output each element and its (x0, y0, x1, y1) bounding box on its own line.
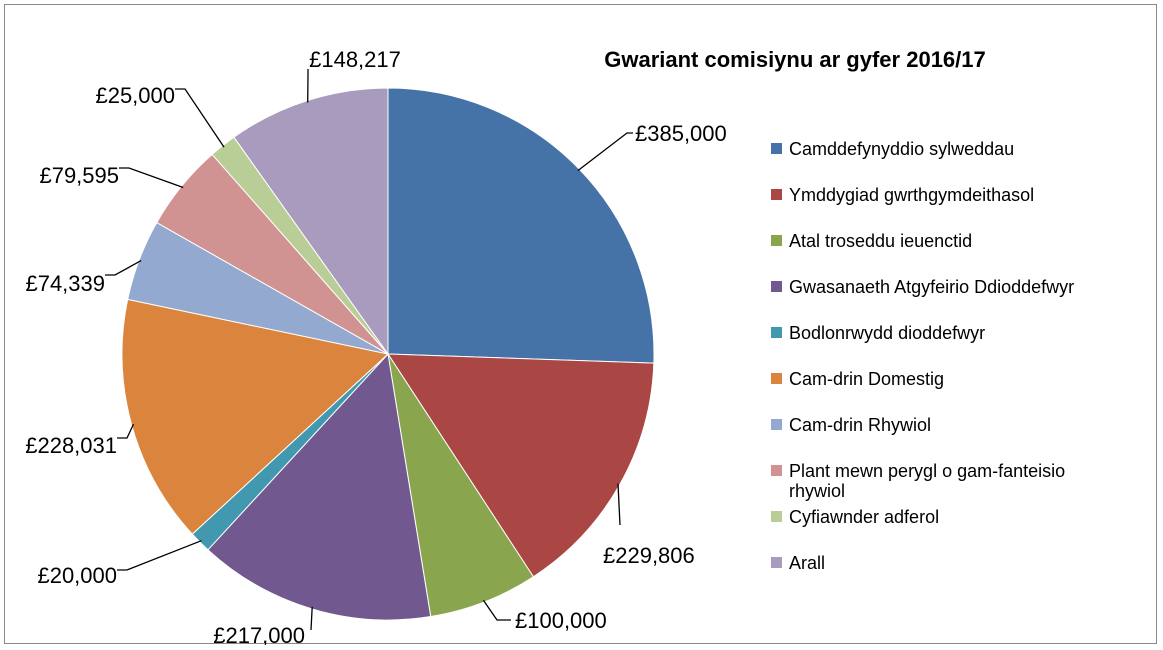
legend-swatch (771, 419, 782, 430)
legend: Camddefynyddio sylweddau Ymddygiad gwrthg… (771, 139, 1074, 573)
label-leaders (105, 69, 633, 631)
legend-label: Cam-drin Domestig (789, 369, 944, 389)
leader-camddefynyddio-sylweddau (577, 132, 633, 172)
legend-swatch (771, 189, 782, 200)
legend-label: Arall (789, 553, 825, 573)
leader-atal-troseddu-ieuenctid (482, 599, 511, 621)
legend-label: Plant mewn perygl o gam-fanteisio (789, 461, 1065, 481)
legend-label: rhywiol (789, 481, 845, 501)
legend-label: Ymddygiad gwrthgymdeithasol (789, 185, 1034, 205)
leader-bodlonrwydd-dioddefwyr (117, 540, 202, 571)
pie-chart: Gwariant comisiynu ar gyfer 2016/17 £385… (25, 47, 1074, 645)
legend-label: Gwasanaeth Atgyfeirio Ddioddefwyr (789, 277, 1074, 297)
legend-item-atal-troseddu-ieuenctid: Atal troseddu ieuenctid (771, 231, 972, 251)
legend-label: Cyfiawnder adferol (789, 507, 939, 527)
chart-frame: Gwariant comisiynu ar gyfer 2016/17 £385… (4, 4, 1157, 645)
leader-gwasanaeth-atgyfeirio-ddioddefwyr (310, 606, 313, 631)
data-label-cam-drin-domestig: £228,031 (25, 433, 117, 458)
data-label-cyfiawnder-adferol: £25,000 (95, 83, 175, 108)
legend-swatch (771, 235, 782, 246)
leader-cam-drin-domestig (117, 423, 135, 439)
leader-ymddygiad-gwrthgymdeithasol (617, 483, 621, 526)
legend-label: Camddefynyddio sylweddau (789, 139, 1014, 159)
legend-swatch (771, 327, 782, 338)
data-label-plant-mewn-perygl-o-gam-fanteisio-rhywiol: £79,595 (39, 163, 119, 188)
legend-item-camddefynyddio-sylweddau: Camddefynyddio sylweddau (771, 139, 1014, 159)
legend-item-bodlonrwydd-dioddefwyr: Bodlonrwydd dioddefwyr (771, 323, 985, 343)
legend-swatch (771, 373, 782, 384)
legend-item-cam-drin-domestig: Cam-drin Domestig (771, 369, 944, 389)
slice-ymddygiad-gwrthgymdeithasol (387, 353, 655, 578)
legend-swatch (771, 557, 782, 568)
legend-swatch (771, 143, 782, 154)
legend-item-ymddygiad-gwrthgymdeithasol: Ymddygiad gwrthgymdeithasol (771, 185, 1034, 205)
leader-plant-mewn-perygl-o-gam-fanteisio-rhywiol (119, 167, 184, 189)
legend-swatch (771, 281, 782, 292)
data-label-camddefynyddio-sylweddau: £385,000 (635, 121, 727, 146)
data-label-ymddygiad-gwrthgymdeithasol: £229,806 (603, 543, 695, 568)
data-label-atal-troseddu-ieuenctid: £100,000 (515, 608, 607, 633)
leader-cam-drin-rhywiol (105, 260, 142, 276)
chart-title: Gwariant comisiynu ar gyfer 2016/17 (604, 47, 986, 72)
data-label-cam-drin-rhywiol: £74,339 (25, 271, 105, 296)
data-label-gwasanaeth-atgyfeirio-ddioddefwyr: £217,000 (213, 623, 305, 645)
legend-swatch (771, 511, 782, 522)
legend-label: Bodlonrwydd dioddefwyr (789, 323, 985, 343)
data-label-arall: £148,217 (309, 47, 401, 72)
data-label-bodlonrwydd-dioddefwyr: £20,000 (37, 563, 117, 588)
legend-label: Cam-drin Rhywiol (789, 415, 931, 435)
legend-item-cam-drin-rhywiol: Cam-drin Rhywiol (771, 415, 931, 435)
data-labels: £385,000 £229,806 £100,000 £217,000 £20,000 £… (25, 47, 727, 645)
leader-cyfiawnder-adferol (175, 88, 225, 148)
legend-item-cyfiawnder-adferol: Cyfiawnder adferol (771, 507, 939, 527)
legend-swatch (771, 465, 782, 476)
slice-camddefynyddio-sylweddau (387, 87, 655, 364)
legend-label: Atal troseddu ieuenctid (789, 231, 972, 251)
legend-item-arall: Arall (771, 553, 825, 573)
pie-slices (121, 87, 655, 621)
slice-cam-drin-domestig (121, 298, 390, 535)
legend-item-gwasanaeth-atgyfeirio-ddioddefwyr: Gwasanaeth Atgyfeirio Ddioddefwyr (771, 277, 1074, 297)
